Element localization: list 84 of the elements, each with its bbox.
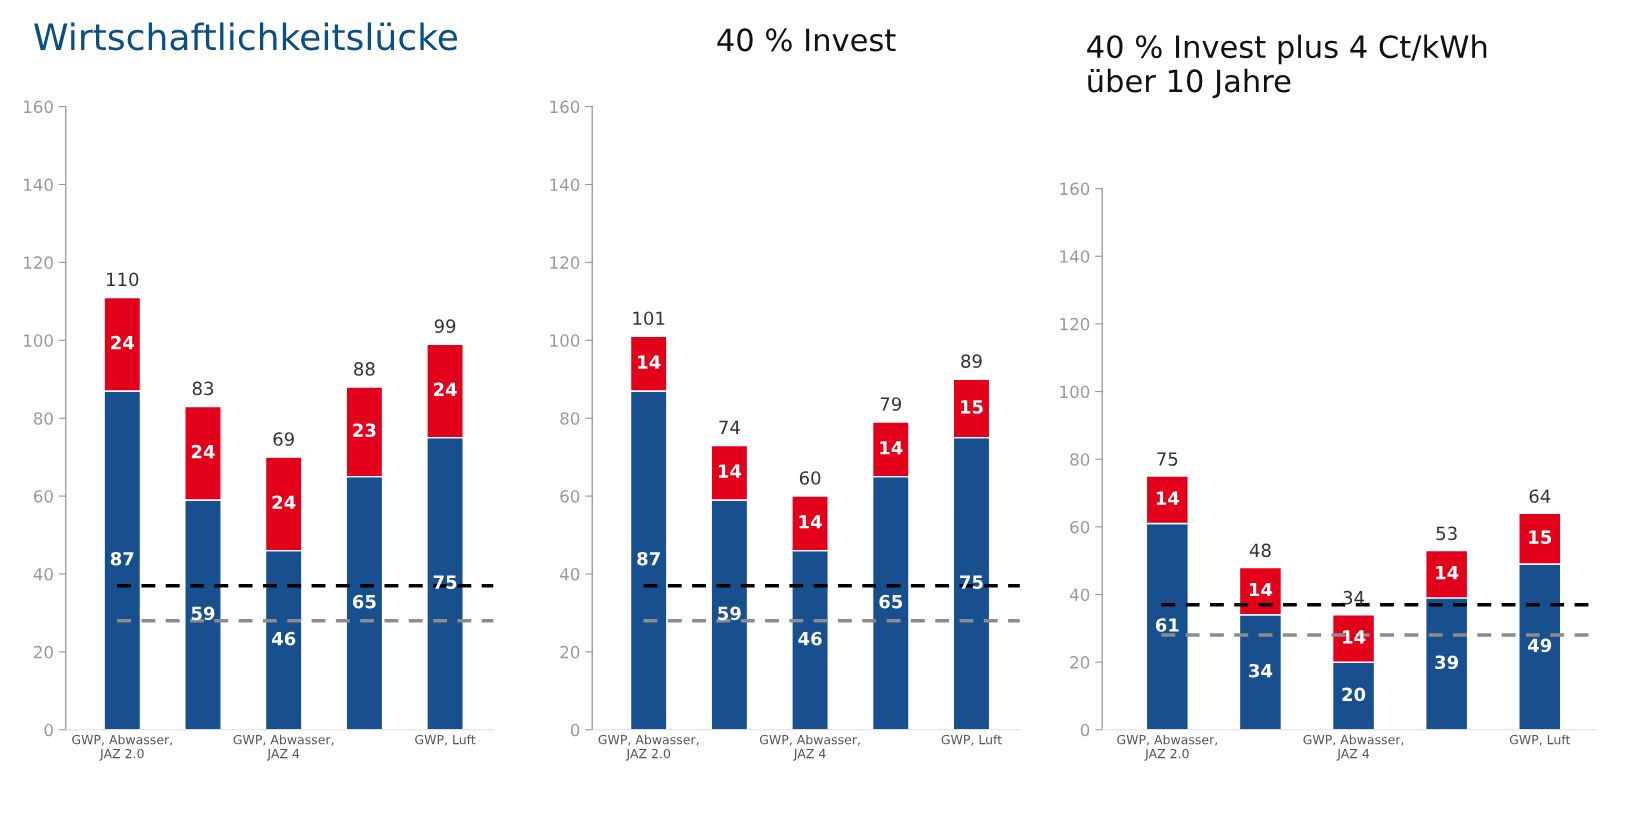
data-label: 39 [1435,655,1459,670]
data-label: 24 [433,382,457,396]
data-label: 14 [718,464,742,478]
y-tick-label: 160 [24,100,53,114]
y-tick-label: 120 [1060,317,1090,331]
y-tick-label: 140 [550,178,580,192]
total-label: 79 [880,397,901,411]
y-tick-label: 40 [33,567,53,581]
x-tick-label: GWP, Luft [941,734,1002,746]
y-tick-label: 40 [1069,588,1090,602]
total-label: 53 [1436,526,1457,541]
total-label: 34 [1343,590,1365,605]
data-label: 75 [433,575,457,589]
y-tick-label: 80 [560,412,580,425]
y-tick-label: 20 [34,645,53,659]
y-tick-label: 100 [24,334,53,347]
y-tick-label: 20 [1070,656,1090,669]
data-label: 14 [1343,630,1366,644]
chart-title: Wirtschaftlichkeitslücke [34,22,458,51]
y-tick-label: 20 [560,645,580,659]
data-label: 15 [960,400,983,414]
data-label: 14 [1249,582,1273,597]
y-tick-label: 80 [1070,453,1090,466]
data-label: 61 [1155,618,1179,632]
x-tick-label: GWP, Luft [415,734,476,746]
y-tick-label: 40 [560,567,580,581]
total-label: 88 [354,362,375,376]
total-label: 99 [434,319,456,333]
y-tick-label: 0 [1080,723,1090,737]
data-label: 46 [798,631,822,646]
total-label: 69 [273,432,294,446]
data-label: 65 [352,594,376,609]
data-label: 15 [1529,530,1552,544]
total-label: 75 [1157,452,1178,466]
y-tick-label: 60 [560,490,580,503]
y-tick-label: 0 [44,723,53,737]
data-label: 49 [1528,638,1552,653]
chart-title: 40 % Invest [717,28,896,52]
y-tick-label: 60 [33,490,53,503]
y-tick-label: 160 [1060,182,1090,196]
data-label: 14 [880,441,903,455]
data-label: 59 [718,606,741,621]
total-label: 89 [961,354,982,368]
y-tick-label: 100 [550,334,580,347]
x-tick-label: GWP, Abwasser, JAZ 4 [759,734,860,761]
x-tick-label: GWP, Abwasser, JAZ 4 [1303,734,1404,761]
data-label: 24 [272,495,296,509]
y-tick-label: 80 [33,412,53,425]
data-label: 14 [799,515,822,529]
total-label: 60 [799,471,821,485]
y-tick-label: 60 [1070,520,1090,534]
data-label: 20 [1342,687,1366,702]
data-label: 14 [638,355,661,369]
x-tick-label: GWP, Abwasser, JAZ 2.0 [1117,734,1217,761]
total-label: 83 [192,381,214,396]
y-tick-label: 120 [24,256,53,269]
y-tick-label: 100 [1060,385,1090,399]
data-label: 14 [1156,491,1180,505]
data-label: 87 [110,551,134,566]
data-label: 87 [637,551,660,566]
y-tick-label: 140 [1060,250,1090,263]
y-tick-label: 160 [550,100,580,114]
data-label: 75 [960,575,983,589]
y-tick-label: 140 [24,178,53,192]
total-label: 110 [107,272,139,287]
data-label: 14 [1436,566,1459,580]
y-tick-label: 120 [550,256,580,269]
data-label: 23 [353,423,376,438]
total-label: 64 [1529,489,1551,504]
x-tick-label: GWP, Abwasser, JAZ 2.0 [598,734,699,761]
x-tick-label: GWP, Abwasser, JAZ 2.0 [72,734,172,761]
data-label: 46 [271,631,296,646]
y-tick-label: 0 [570,723,580,737]
data-label: 24 [111,335,135,350]
x-tick-label: GWP, Luft [1509,734,1571,746]
data-label: 59 [191,606,215,621]
data-label: 24 [191,444,215,459]
total-label: 48 [1249,543,1271,558]
x-tick-label: GWP, Abwasser, JAZ 4 [233,734,334,761]
data-label: 65 [879,594,903,609]
total-label: 101 [633,311,665,326]
data-label: 34 [1249,663,1273,678]
chart-title: 40 % Invest plus 4 Ct/kWh über 10 Jahre [1087,34,1487,99]
total-label: 74 [719,420,740,434]
